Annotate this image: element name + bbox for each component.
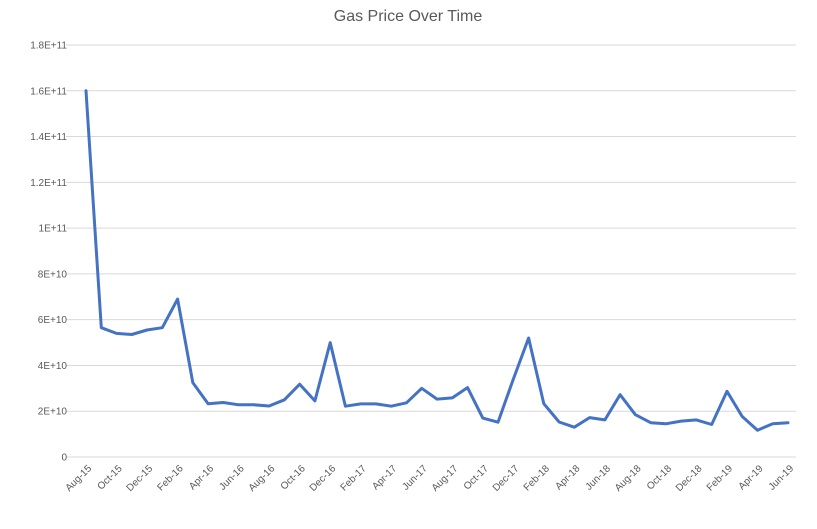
x-tick-label: Aug-15	[64, 463, 95, 494]
series-line	[84, 89, 790, 432]
x-tick-label: Dec-17	[491, 463, 522, 494]
x-tick-label: Jun-16	[217, 463, 247, 493]
x-tick-label: Feb-16	[156, 463, 186, 493]
chart-title: Gas Price Over Time	[334, 8, 483, 25]
x-tick-label: Dec-18	[674, 463, 705, 494]
x-tick-label: Aug-17	[430, 463, 461, 494]
x-tick-label: Oct-18	[645, 463, 674, 492]
y-tick-label: 0	[61, 453, 67, 464]
x-tick-label: Aug-16	[247, 463, 278, 494]
x-tick-label: Feb-18	[522, 463, 552, 493]
y-tick-label: 4E+10	[38, 361, 68, 372]
x-tick-label: Feb-17	[339, 463, 369, 493]
y-tick-label: 2E+10	[38, 407, 68, 418]
y-tick-label: 1.6E+11	[30, 86, 67, 97]
x-tick-label: Feb-19	[705, 463, 735, 493]
x-tick-label: Oct-17	[462, 463, 491, 492]
x-tick-label: Jun-18	[584, 463, 614, 493]
y-tick-label: 1.8E+11	[30, 41, 67, 52]
series-layer	[84, 89, 790, 432]
y-axis-ticks: 0 2E+10 4E+10 6E+10 8E+10 1E+11 1.2E+11 1.4E+11…	[30, 41, 67, 464]
x-tick-label: Jun-19	[767, 463, 797, 493]
y-tick-label: 6E+10	[38, 315, 68, 326]
x-tick-label: Apr-19	[737, 463, 766, 492]
gridlines	[66, 44, 796, 458]
x-tick-label: Apr-18	[553, 463, 582, 492]
x-tick-label: Oct-16	[279, 463, 308, 492]
x-tick-label: Oct-15	[96, 463, 125, 492]
x-tick-label: Jun-17	[400, 463, 430, 493]
x-tick-label: Aug-18	[613, 463, 644, 494]
x-axis-ticks: Aug-15 Oct-15 Dec-15 Feb-16 Apr-16 Jun-16 Aug-…	[64, 463, 797, 494]
x-tick-label: Apr-17	[370, 463, 399, 492]
y-tick-label: 8E+10	[38, 269, 68, 280]
x-tick-label: Dec-15	[125, 463, 156, 494]
x-tick-label: Apr-16	[187, 463, 216, 492]
y-tick-label: 1.2E+11	[30, 178, 67, 189]
x-tick-label: Dec-16	[308, 463, 339, 494]
y-tick-label: 1.4E+11	[30, 132, 67, 143]
y-tick-label: 1E+11	[39, 224, 68, 235]
